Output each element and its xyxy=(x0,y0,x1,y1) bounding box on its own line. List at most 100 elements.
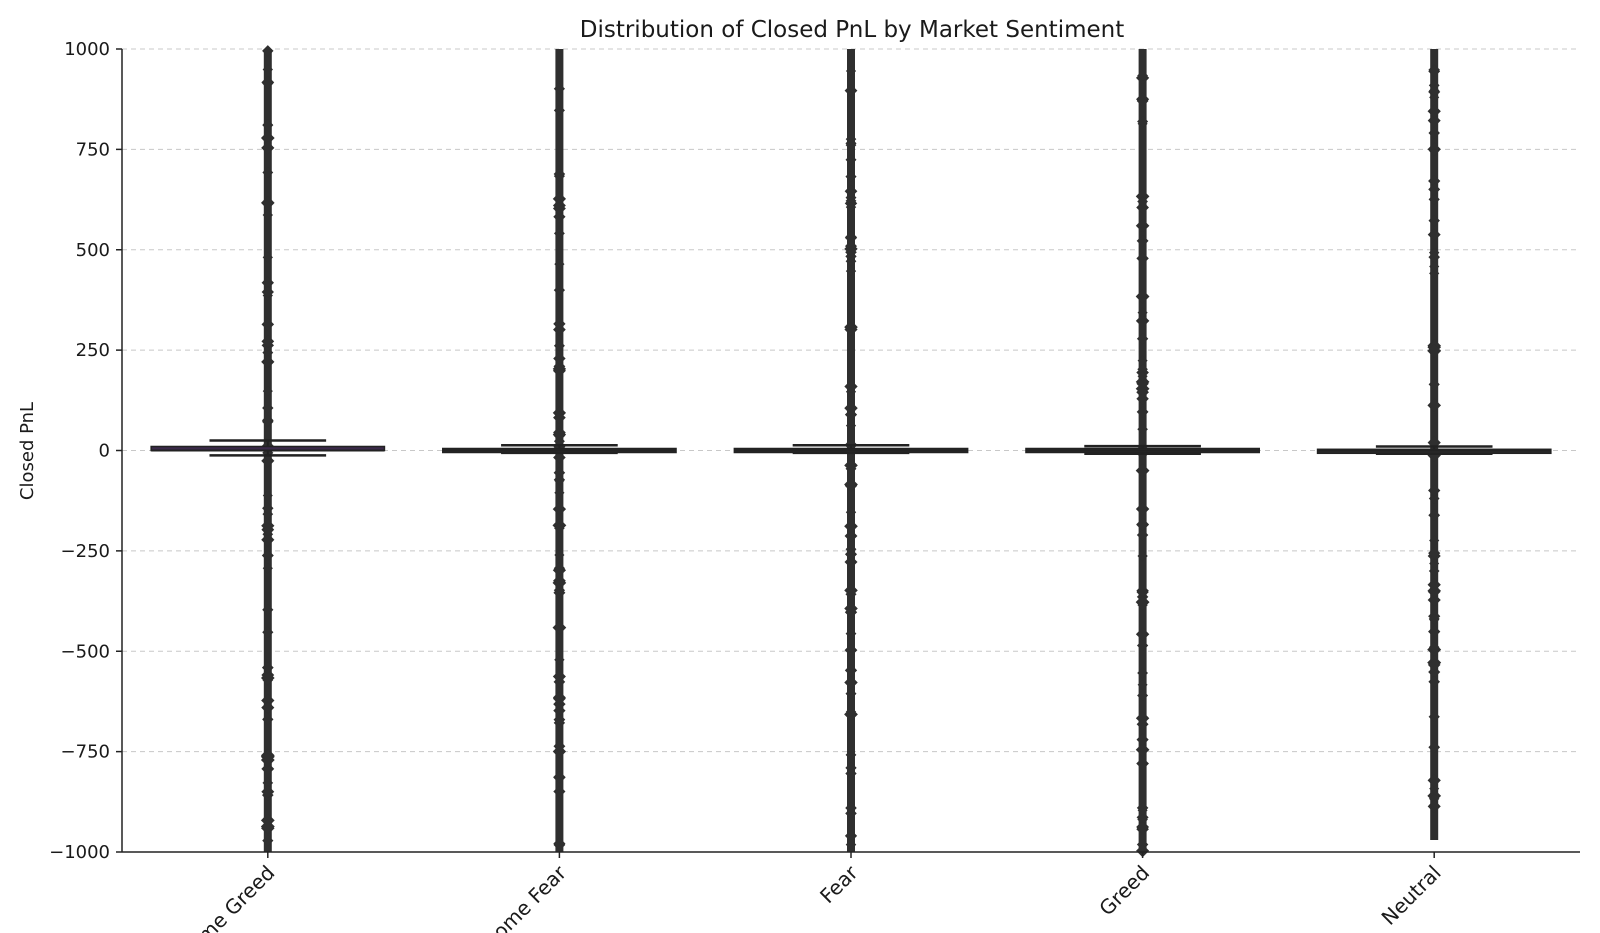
y-tick-label: 250 xyxy=(76,340,110,361)
outlier-point xyxy=(844,675,858,690)
outlier-point xyxy=(552,364,566,378)
outlier-point xyxy=(844,184,858,198)
outlier-point xyxy=(1135,218,1150,233)
outlier-point xyxy=(554,487,565,498)
outlier-point xyxy=(554,714,565,726)
outlier-point xyxy=(1137,371,1148,382)
y-tick-label: 500 xyxy=(76,240,110,261)
outlier-point xyxy=(845,749,857,761)
outlier-point xyxy=(1428,251,1440,263)
outlier-point xyxy=(552,192,567,206)
outlier-point xyxy=(845,802,857,814)
outlier-point xyxy=(844,664,858,677)
outlier-point xyxy=(261,549,274,562)
outlier-point xyxy=(1428,741,1441,754)
outlier-point xyxy=(260,196,275,210)
outlier-point xyxy=(261,335,275,348)
outlier-point xyxy=(1427,435,1441,450)
outlier-point xyxy=(1136,718,1149,731)
outlier-point xyxy=(1428,675,1441,688)
outlier-point xyxy=(1428,547,1441,560)
outlier-point xyxy=(845,65,857,77)
outlier-point xyxy=(1428,625,1441,638)
outlier-point xyxy=(1137,689,1149,701)
outlier-point xyxy=(1428,228,1440,240)
outlier-point xyxy=(845,688,857,700)
outlier-point xyxy=(844,401,858,415)
y-tick-label: 1000 xyxy=(64,39,110,60)
outlier-point xyxy=(845,839,857,850)
outlier-point xyxy=(844,829,858,843)
outlier-point xyxy=(553,562,566,574)
y-ticks: −1000 −750 −500 −250 0 250 500 750 1000 xyxy=(49,39,122,863)
outlier-point xyxy=(844,643,858,657)
y-tick-label: −1000 xyxy=(49,842,110,863)
outlier-point xyxy=(262,777,274,789)
outlier-point xyxy=(1135,314,1150,328)
outlier-point xyxy=(844,477,858,492)
outlier-point xyxy=(261,762,275,776)
outlier-point xyxy=(261,523,275,537)
outlier-point xyxy=(1427,104,1441,118)
outlier-point xyxy=(553,317,566,331)
x-ticks: me Greed ome Fear Fear Greed Neutral xyxy=(193,852,1446,933)
outlier-point xyxy=(844,408,858,421)
y-tick-label: −250 xyxy=(61,541,110,562)
outlier-point xyxy=(553,474,566,486)
x-tick-label: Fear xyxy=(815,860,863,908)
outlier-point xyxy=(554,654,565,665)
outlier-point xyxy=(262,626,274,638)
outlier-point xyxy=(1428,585,1441,599)
outlier-point xyxy=(1136,234,1149,247)
outlier-point xyxy=(845,706,857,717)
x-tick-label: ome Fear xyxy=(488,860,572,933)
outlier-point xyxy=(553,83,566,95)
outlier-point xyxy=(844,583,858,598)
x-tick-label: me Greed xyxy=(193,861,280,933)
outlier-point xyxy=(1428,484,1441,497)
outlier-point xyxy=(262,835,274,847)
outlier-point xyxy=(1135,711,1150,725)
outlier-point xyxy=(1135,289,1150,304)
outlier-point xyxy=(554,451,565,463)
outlier-point xyxy=(262,64,274,75)
outlier-point xyxy=(1135,381,1150,396)
outlier-point xyxy=(845,265,857,277)
box-group xyxy=(1025,49,1260,858)
outlier-point xyxy=(844,84,858,98)
outlier-point xyxy=(1136,252,1149,265)
outlier-point xyxy=(1429,535,1440,546)
outlier-point xyxy=(1427,578,1441,592)
outlier-point xyxy=(553,574,566,588)
outlier-point xyxy=(262,167,274,178)
outlier-point xyxy=(553,740,566,753)
outlier-point xyxy=(262,45,274,57)
outlier-point xyxy=(1137,70,1149,82)
outlier-point xyxy=(1427,773,1441,788)
outlier-point xyxy=(1428,193,1440,206)
outlier-point xyxy=(845,201,857,213)
outlier-point xyxy=(553,104,565,116)
outlier-point xyxy=(553,785,566,798)
outlier-point xyxy=(844,322,858,337)
outlier-point xyxy=(1429,92,1440,103)
outlier-point xyxy=(1428,641,1440,653)
outlier-point xyxy=(552,620,567,635)
outlier-point xyxy=(1137,679,1148,690)
outlier-point xyxy=(1136,333,1149,345)
outlier-point xyxy=(262,119,274,131)
outlier-point xyxy=(262,701,274,713)
outlier-point xyxy=(262,490,273,501)
outlier-point xyxy=(1136,392,1149,406)
outlier-point xyxy=(1428,711,1440,723)
outlier-point xyxy=(1137,667,1149,679)
outlier-point xyxy=(844,529,858,543)
outlier-point xyxy=(845,231,857,243)
outlier-point xyxy=(1428,214,1440,227)
outlier-point xyxy=(261,318,275,331)
y-tick-label: 0 xyxy=(99,441,110,462)
outlier-point xyxy=(553,352,566,365)
outlier-point xyxy=(554,258,565,270)
box-group xyxy=(442,49,677,852)
